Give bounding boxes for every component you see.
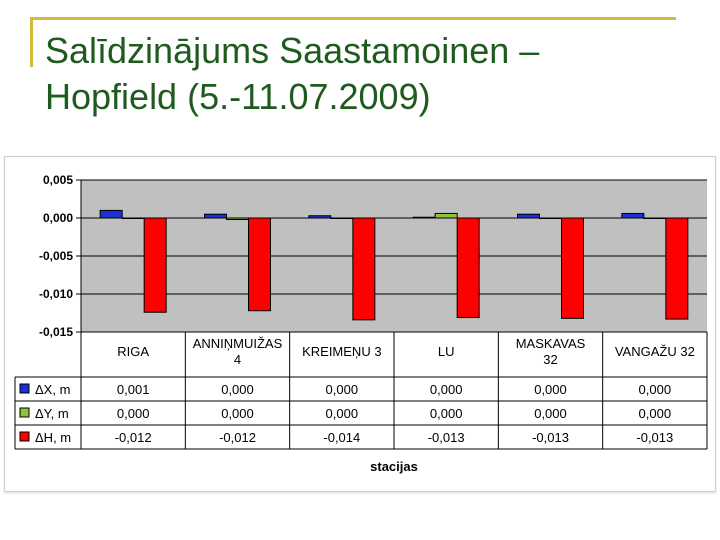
data-value-label: 0,000 bbox=[534, 382, 567, 397]
bar-dh bbox=[665, 217, 689, 320]
y-tick-label: -0,005 bbox=[39, 249, 73, 263]
bar-dh bbox=[561, 217, 584, 319]
bar-dy bbox=[434, 212, 458, 219]
category-label: KREIMEŅU 3 bbox=[302, 344, 381, 359]
bar-dx bbox=[517, 213, 540, 219]
chart-frame: 0,005 0,000 -0,005 -0,010 -0,015 RIGA ANNIŅMUI… bbox=[4, 156, 716, 492]
bar-dx bbox=[99, 209, 123, 219]
slide-title-line-2: Hopfield (5.-11.07.2009) bbox=[45, 76, 431, 117]
bar-dy bbox=[539, 217, 562, 219]
category-label: RIGA bbox=[117, 344, 149, 359]
data-value-label: 0,000 bbox=[221, 382, 254, 397]
bar-dy bbox=[330, 217, 354, 219]
data-value-label: -0,012 bbox=[115, 430, 152, 445]
bar-dh bbox=[143, 217, 167, 313]
bar-dh bbox=[248, 217, 271, 312]
bar-dx bbox=[204, 213, 227, 219]
legend-swatch bbox=[19, 407, 30, 418]
legend-label: ΔX, m bbox=[35, 382, 70, 397]
slide-title: Salīdzinājums Saastamoinen – Hopfield (5… bbox=[45, 28, 685, 120]
bar-dy bbox=[226, 217, 249, 221]
data-value-label: -0,013 bbox=[428, 430, 465, 445]
bar-dx bbox=[412, 216, 436, 219]
data-value-label: 0,001 bbox=[117, 382, 150, 397]
data-value-label: 0,000 bbox=[639, 382, 672, 397]
legend-label: ΔY, m bbox=[35, 406, 69, 421]
data-value-label: -0,013 bbox=[636, 430, 673, 445]
bar-chart: 0,005 0,000 -0,005 -0,010 -0,015 RIGA ANNIŅMUI… bbox=[14, 173, 708, 474]
bar-dh bbox=[456, 217, 480, 319]
category-label: MASKAVAS bbox=[516, 336, 586, 351]
data-value-label: 0,000 bbox=[326, 382, 359, 397]
data-value-label: 0,000 bbox=[221, 406, 254, 421]
y-tick-label: 0,005 bbox=[43, 173, 73, 187]
category-label: 32 bbox=[543, 352, 557, 367]
bar-dx bbox=[308, 215, 332, 219]
legend-swatch bbox=[19, 431, 30, 442]
bar-dy bbox=[643, 217, 667, 219]
data-value-label: -0,012 bbox=[219, 430, 256, 445]
x-axis-title: stacijas bbox=[370, 459, 418, 474]
slide-title-line-1: Salīdzinājums Saastamoinen – bbox=[45, 30, 540, 71]
data-value-label: 0,000 bbox=[534, 406, 567, 421]
category-label: LU bbox=[438, 344, 455, 359]
bar-dx bbox=[621, 212, 645, 219]
legend-swatch bbox=[19, 383, 30, 394]
category-label: 4 bbox=[234, 352, 241, 367]
category-label: ANNIŅMUIŽAS bbox=[193, 336, 283, 351]
data-value-label: 0,000 bbox=[326, 406, 359, 421]
data-value-label: 0,000 bbox=[430, 406, 463, 421]
data-value-label: 0,000 bbox=[430, 382, 463, 397]
bar-dy bbox=[121, 217, 145, 219]
category-label: VANGAŽU 32 bbox=[615, 344, 695, 359]
y-tick-label: -0,015 bbox=[39, 325, 73, 339]
data-value-label: -0,013 bbox=[532, 430, 569, 445]
data-value-label: -0,014 bbox=[323, 430, 360, 445]
data-value-label: 0,000 bbox=[639, 406, 672, 421]
data-value-label: 0,000 bbox=[117, 406, 150, 421]
title-accent-rule bbox=[30, 17, 676, 20]
y-tick-label: 0,000 bbox=[43, 211, 73, 225]
legend-label: ΔH, m bbox=[35, 430, 71, 445]
bar-dh bbox=[352, 217, 376, 321]
title-accent-rule-left bbox=[30, 17, 33, 67]
y-tick-label: -0,010 bbox=[39, 287, 73, 301]
